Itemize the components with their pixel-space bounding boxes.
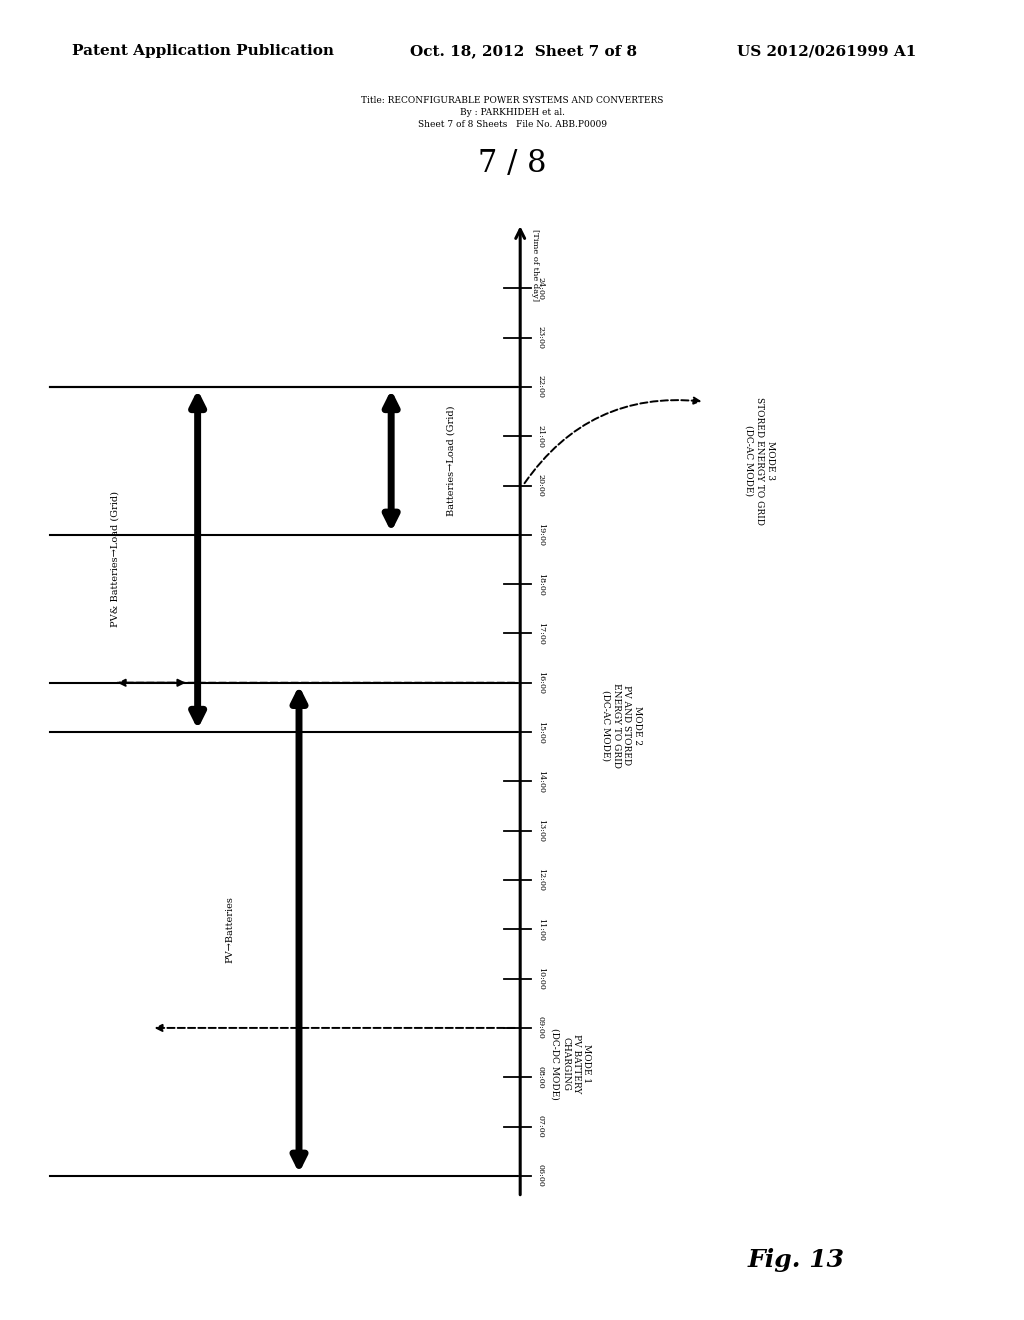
Text: By : PARKHIDEH et al.: By : PARKHIDEH et al.	[460, 108, 564, 117]
Text: Title: RECONFIGURABLE POWER SYSTEMS AND CONVERTERS: Title: RECONFIGURABLE POWER SYSTEMS AND …	[360, 96, 664, 106]
Text: 22:00: 22:00	[537, 375, 545, 399]
Text: Fig. 13: Fig. 13	[748, 1249, 845, 1272]
Text: 23:00: 23:00	[537, 326, 545, 348]
Text: 06:00: 06:00	[537, 1164, 545, 1187]
Text: Sheet 7 of 8 Sheets   File No. ABB.P0009: Sheet 7 of 8 Sheets File No. ABB.P0009	[418, 120, 606, 129]
Text: MODE 2
PV AND STORED
ENERGY TO GRID
(DC-AC MODE): MODE 2 PV AND STORED ENERGY TO GRID (DC-…	[601, 682, 642, 768]
Text: 7 / 8: 7 / 8	[478, 148, 546, 178]
Text: PV& Batteries→Load (Grid): PV& Batteries→Load (Grid)	[111, 491, 119, 627]
Text: 10:00: 10:00	[537, 968, 545, 990]
Text: 11:00: 11:00	[537, 917, 545, 941]
Text: 12:00: 12:00	[537, 869, 545, 891]
Text: Oct. 18, 2012  Sheet 7 of 8: Oct. 18, 2012 Sheet 7 of 8	[410, 45, 637, 58]
Text: 19:00: 19:00	[537, 523, 545, 546]
Text: Batteries→Load (Grid): Batteries→Load (Grid)	[446, 405, 456, 516]
Text: PV→Batteries: PV→Batteries	[225, 896, 234, 962]
Text: MODE 3
STORED ENERGY TO GRID
(DC-AC MODE): MODE 3 STORED ENERGY TO GRID (DC-AC MODE…	[744, 397, 775, 525]
Text: 14:00: 14:00	[537, 770, 545, 793]
Text: 16:00: 16:00	[537, 672, 545, 694]
Text: [Time of the day]: [Time of the day]	[531, 228, 540, 301]
Text: 24:00: 24:00	[537, 277, 545, 300]
Text: 07:00: 07:00	[537, 1115, 545, 1138]
Text: 18:00: 18:00	[537, 573, 545, 595]
Text: 21:00: 21:00	[537, 425, 545, 447]
Text: 20:00: 20:00	[537, 474, 545, 496]
Text: US 2012/0261999 A1: US 2012/0261999 A1	[737, 45, 916, 58]
Text: 09:00: 09:00	[537, 1016, 545, 1039]
Text: Patent Application Publication: Patent Application Publication	[72, 45, 334, 58]
Text: MODE 1
PV BATTERY
CHARGING
(DC-DC MODE): MODE 1 PV BATTERY CHARGING (DC-DC MODE)	[551, 1028, 591, 1100]
Text: 08:00: 08:00	[537, 1065, 545, 1089]
Text: 13:00: 13:00	[537, 820, 545, 842]
Text: 15:00: 15:00	[537, 721, 545, 743]
Text: 17:00: 17:00	[537, 622, 545, 645]
